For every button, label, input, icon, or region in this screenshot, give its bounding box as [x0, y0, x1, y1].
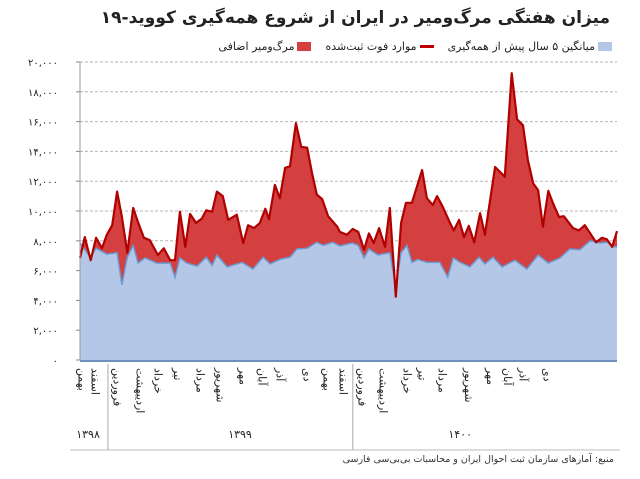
- y-tick-label: ۱۸,۰۰۰: [28, 88, 58, 99]
- x-tick-label-month: شهریور: [461, 368, 475, 403]
- legend-label-recorded: موارد فوت ثبت‌شده: [325, 40, 417, 53]
- y-tick-label: ۱۶,۰۰۰: [28, 118, 58, 129]
- y-tick-label: ۱۲,۰۰۰: [28, 177, 58, 188]
- x-tick-label-month: شهریور: [213, 368, 227, 403]
- x-tick-label-month: تیر: [171, 368, 185, 381]
- legend-item-recorded: موارد فوت ثبت‌شده: [325, 40, 434, 53]
- x-tick-label-month: خرداد: [151, 368, 165, 394]
- y-tick-label: ۶,۰۰۰: [33, 267, 58, 278]
- y-tick-label: ۲,۰۰۰: [33, 326, 58, 337]
- x-tick-label-month: اسفند: [336, 368, 350, 395]
- source-note: منبع: آمارهای سازمان ثبت احوال ایران و م…: [342, 454, 614, 465]
- x-tick-label-month: تیر: [415, 368, 429, 381]
- recorded-deaths-line: [78, 72, 619, 298]
- baseline-average-line: [79, 239, 617, 288]
- x-tick-label-month: آبان: [500, 368, 514, 386]
- x-tick-label-month: اردیبهشت: [376, 368, 390, 414]
- x-tick-label-month: اردیبهشت: [133, 368, 147, 414]
- legend-swatch-baseline: [598, 42, 612, 51]
- x-tick-label-month: مرداد: [193, 368, 207, 393]
- y-tick-label: ۰: [53, 356, 58, 367]
- legend-swatch-excess: [297, 42, 312, 51]
- chart-title: میزان هفتگی مرگ‌ومیر در ایران از شروع هم…: [100, 8, 610, 28]
- baseline-average-area: [80, 240, 617, 360]
- x-tick-label-month: آذر: [273, 368, 287, 382]
- x-tick-label-month: مرداد: [435, 368, 449, 393]
- x-tick-label-year: ۱۴۰۰: [448, 428, 473, 441]
- x-tick-label-month: فروردین: [110, 368, 124, 407]
- x-tick-label-year: ۱۳۹۹: [228, 428, 252, 441]
- x-tick-label-month: خرداد: [400, 368, 414, 394]
- x-tick-label-month: دی: [300, 368, 314, 382]
- legend-item-excess: مرگ‌ومیر اضافی: [218, 40, 312, 53]
- x-tick-label-month: فروردین: [355, 368, 369, 407]
- y-tick-label: ۱۰,۰۰۰: [28, 207, 58, 218]
- legend-label-baseline: میانگین ۵ سال پیش از همه‌گیری: [447, 40, 595, 53]
- legend-label-excess: مرگ‌ومیر اضافی: [218, 40, 295, 53]
- y-tick-label: ۱۴,۰۰۰: [28, 147, 58, 158]
- x-tick-label-month: اسفند: [88, 368, 102, 395]
- x-tick-label-month: مهر: [236, 368, 250, 386]
- x-tick-label-month: آبان: [255, 368, 269, 386]
- legend: میانگین ۵ سال پیش از همه‌گیری موارد فوت …: [218, 40, 612, 53]
- legend-swatch-recorded: [419, 45, 434, 48]
- legend-item-baseline: میانگین ۵ سال پیش از همه‌گیری: [448, 40, 612, 53]
- x-tick-label-month: مهر: [483, 368, 497, 386]
- x-tick-label-month: آذر: [516, 368, 530, 382]
- x-tick-label-month: دی: [540, 368, 554, 382]
- y-tick-label: ۲۰,۰۰۰: [28, 58, 58, 69]
- x-tick-label-month: بهمن: [75, 368, 89, 391]
- x-tick-label-year: ۱۳۹۸: [76, 428, 100, 441]
- x-tick-label-month: بهمن: [320, 368, 334, 391]
- y-tick-label: ۴,۰۰۰: [33, 296, 58, 307]
- y-tick-label: ۸,۰۰۰: [33, 237, 58, 248]
